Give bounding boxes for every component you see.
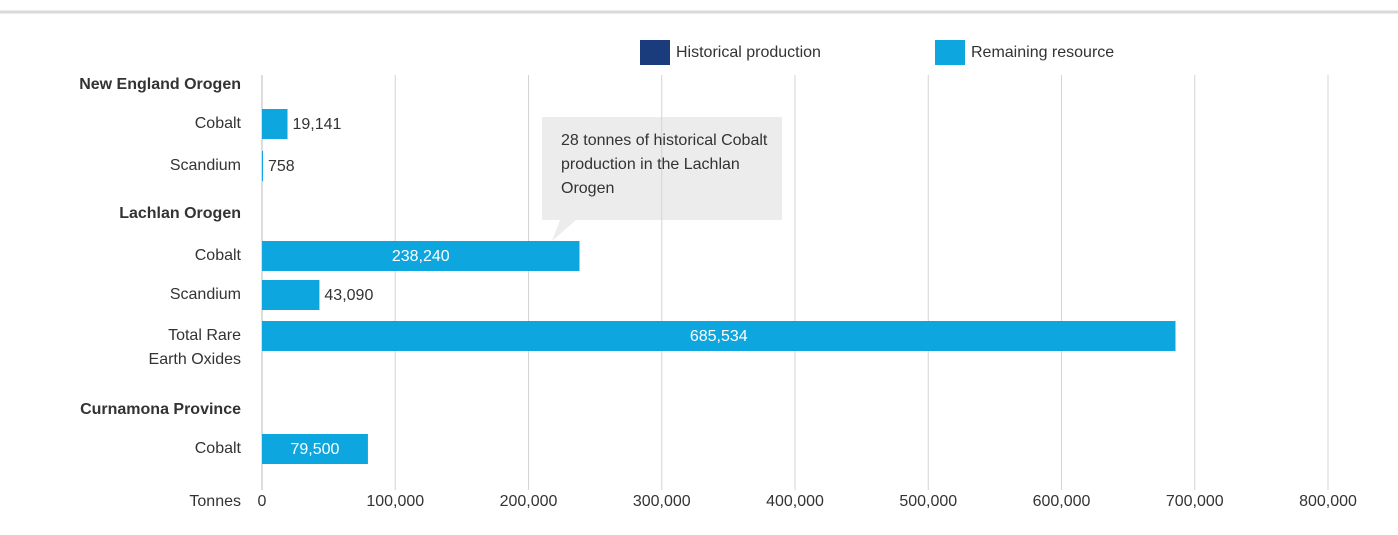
bar (262, 321, 1176, 351)
bar (262, 280, 320, 310)
bar (262, 434, 368, 464)
bar (262, 151, 264, 181)
group-label: New England Orogen (79, 76, 241, 93)
value-label: 43,090 (324, 287, 373, 304)
value-label: 79,500 (290, 441, 339, 458)
legend-label: Remaining resource (971, 44, 1114, 61)
x-tick-label: 800,000 (1299, 493, 1357, 510)
x-tick-label: 100,000 (366, 493, 424, 510)
legend-label: Historical production (676, 44, 821, 61)
x-tick-label: 200,000 (500, 493, 558, 510)
value-label: 685,534 (690, 328, 748, 345)
group-label: Curnamona Province (80, 401, 241, 418)
category-label: Total Rare Earth Oxides (148, 327, 241, 368)
category-label: Cobalt (194, 115, 241, 132)
value-label: 19,141 (293, 116, 342, 133)
category-label: Cobalt (194, 247, 241, 264)
group-label: Lachlan Orogen (119, 205, 241, 222)
x-tick-label: 0 (258, 493, 267, 510)
value-label: 238,240 (392, 248, 450, 265)
category-label: Cobalt (194, 440, 241, 457)
value-label: 758 (268, 158, 295, 175)
legend-swatch (935, 40, 965, 65)
x-tick-label: 400,000 (766, 493, 824, 510)
annotation: 28 tonnes of historical Cobalt productio… (561, 132, 768, 197)
bar (262, 109, 288, 139)
x-tick-label: 300,000 (633, 493, 691, 510)
category-label: Scandium (169, 157, 241, 174)
x-tick-label: 500,000 (899, 493, 957, 510)
x-tick-label: 600,000 (1033, 493, 1091, 510)
legend-swatch (640, 40, 670, 65)
bar (262, 241, 580, 271)
category-label: Scandium (169, 286, 241, 303)
x-tick-label: 700,000 (1166, 493, 1224, 510)
x-axis-label: Tonnes (189, 493, 241, 510)
